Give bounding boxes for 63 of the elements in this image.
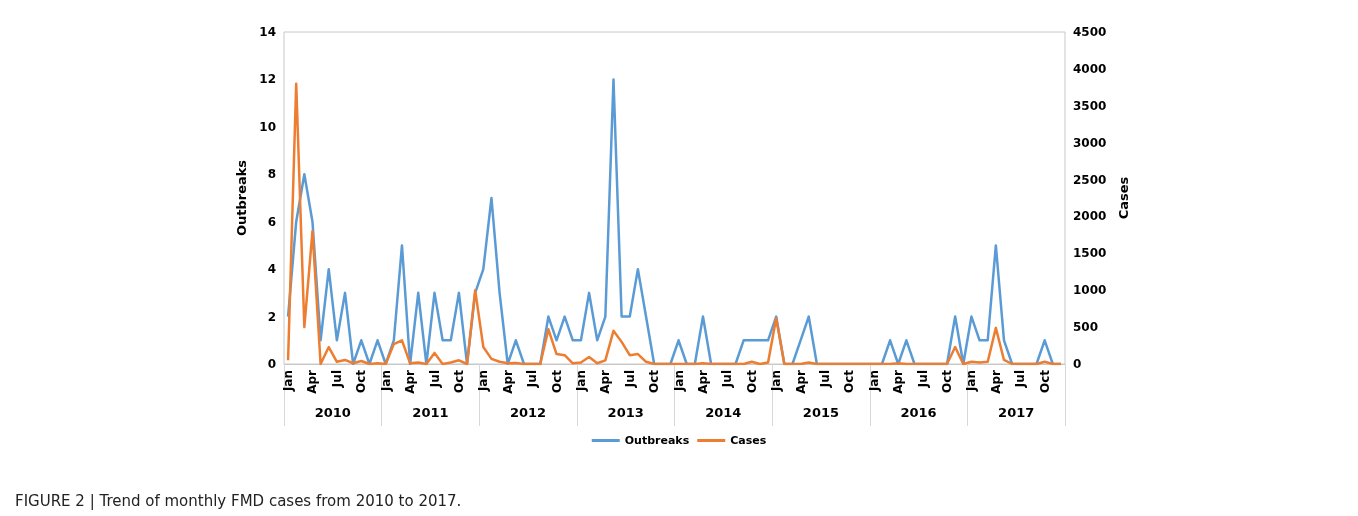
x-tick-label: Oct — [354, 369, 369, 394]
y2-tick-label: 4000 — [1073, 61, 1107, 76]
x-tick-label: Oct — [940, 369, 955, 394]
x-tick-label: Jan — [671, 370, 686, 393]
text: FIGURE 2 | Trend of monthly FMD cases from 2010 to 2017. — [15, 491, 462, 510]
y-tick-label: 4 — [267, 262, 276, 277]
y2-tick-label: 1000 — [1073, 283, 1107, 298]
x-tick-label: Jan — [476, 370, 491, 393]
y2-tick-label: 4500 — [1073, 25, 1107, 39]
x-tick-label: Jan — [281, 370, 296, 393]
x-tick-label: Jan — [573, 370, 588, 393]
x-tick-label: Oct — [647, 369, 662, 394]
y-tick-label: 14 — [259, 25, 276, 39]
x-tick-label: Oct — [744, 369, 759, 394]
x-tick-label: Apr — [305, 369, 320, 394]
x-tick-label: Apr — [695, 369, 710, 394]
y2-tick-label: 3500 — [1073, 98, 1107, 113]
x-tick-label: Jul — [1013, 370, 1028, 389]
y-axis-title: Outbreaks — [234, 159, 249, 237]
text: 2015 — [802, 405, 840, 420]
x-tick-label: Jul — [622, 370, 637, 389]
y-tick-label: 6 — [267, 214, 276, 229]
y-tick-label: 10 — [259, 119, 276, 134]
x-tick-label: Apr — [988, 369, 1003, 394]
y2-tick-label: 500 — [1073, 320, 1099, 335]
text: 2012 — [509, 405, 547, 420]
x-tick-label: Apr — [403, 369, 418, 394]
legend-label: Cases — [730, 434, 767, 447]
x-tick-label: Apr — [598, 369, 613, 394]
y2-tick-label: 1500 — [1073, 246, 1107, 261]
text: 2010 — [314, 405, 351, 420]
y2-tick-label: 0 — [1073, 357, 1082, 371]
text: 2011 — [412, 405, 449, 420]
y-tick-label: 12 — [259, 72, 276, 87]
y2-tick-label: 3000 — [1073, 135, 1107, 150]
x-tick-label: Oct — [451, 369, 466, 394]
x-tick-label: Jan — [378, 370, 393, 393]
y-tick-label: 8 — [267, 167, 276, 182]
y2-tick-label: 2500 — [1073, 172, 1107, 187]
x-tick-label: Jul — [818, 370, 833, 389]
x-tick-label: Jul — [525, 370, 540, 389]
x-tick-label: Jan — [964, 370, 979, 393]
x-tick-label: Jul — [329, 370, 344, 389]
y2-axis-title: Cases — [1116, 176, 1132, 220]
x-tick-label: Jul — [720, 370, 735, 389]
x-tick-label: Jan — [866, 370, 881, 393]
legend-label: Outbreaks — [624, 434, 690, 447]
x-tick-label: Jul — [427, 370, 442, 389]
text: 2014 — [705, 405, 742, 420]
text: 2017 — [998, 405, 1035, 420]
text: 2013 — [607, 405, 644, 420]
x-tick-label: Oct — [842, 369, 857, 394]
x-tick-label: Apr — [793, 369, 808, 394]
text: 2016 — [900, 405, 937, 420]
y-tick-label: 0 — [267, 357, 276, 371]
x-tick-label: Apr — [891, 369, 906, 394]
x-tick-label: Jan — [769, 370, 784, 393]
y-tick-label: 2 — [267, 309, 276, 324]
x-tick-label: Jul — [915, 370, 930, 389]
y2-tick-label: 2000 — [1073, 209, 1107, 224]
x-tick-label: Apr — [500, 369, 515, 394]
x-tick-label: Oct — [549, 369, 564, 394]
x-tick-label: Oct — [1037, 369, 1052, 394]
